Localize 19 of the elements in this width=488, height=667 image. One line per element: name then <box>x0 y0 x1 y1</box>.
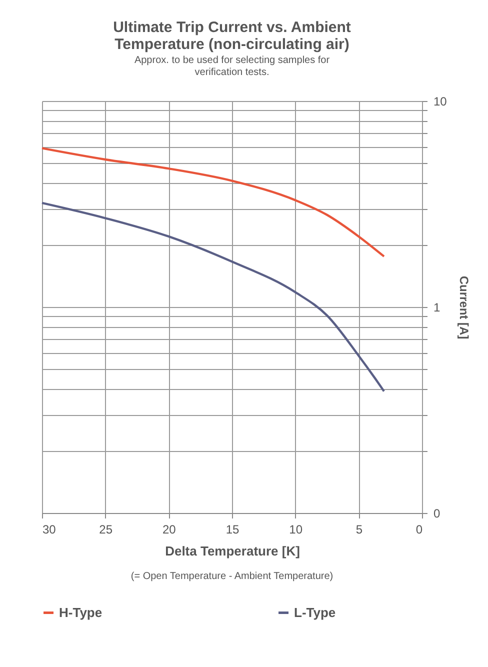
y-tick-label: 1 <box>434 300 440 314</box>
x-tick-label: 30 <box>42 522 56 536</box>
chart-subtitle: Approx. to be used for selecting samples for verification tests. <box>134 55 330 78</box>
text: (= Open Temperature - Ambient Temperature) <box>130 571 334 582</box>
chart-title: Ultimate Trip Current vs. Ambient Temperature (non-circulating air) <box>113 19 351 53</box>
x-tick-label: 5 <box>356 522 363 536</box>
legend-label: L-Type <box>294 604 336 620</box>
x-tick-label: 25 <box>99 522 113 536</box>
x-tick-label: 10 <box>289 522 303 536</box>
line-series <box>40 202 386 392</box>
x-tick-label: 0 <box>416 522 423 536</box>
y-axis-title: Current [A] <box>456 276 471 340</box>
line-series <box>40 147 386 258</box>
x-tick-label: 20 <box>162 522 176 536</box>
y-tick-label: 0 <box>434 506 440 520</box>
y-tick-label: 10 <box>434 94 448 108</box>
x-tick-label: 15 <box>226 522 240 536</box>
x-axis-title: Delta Temperature [K] <box>165 544 300 558</box>
legend-label: H-Type <box>59 604 102 620</box>
